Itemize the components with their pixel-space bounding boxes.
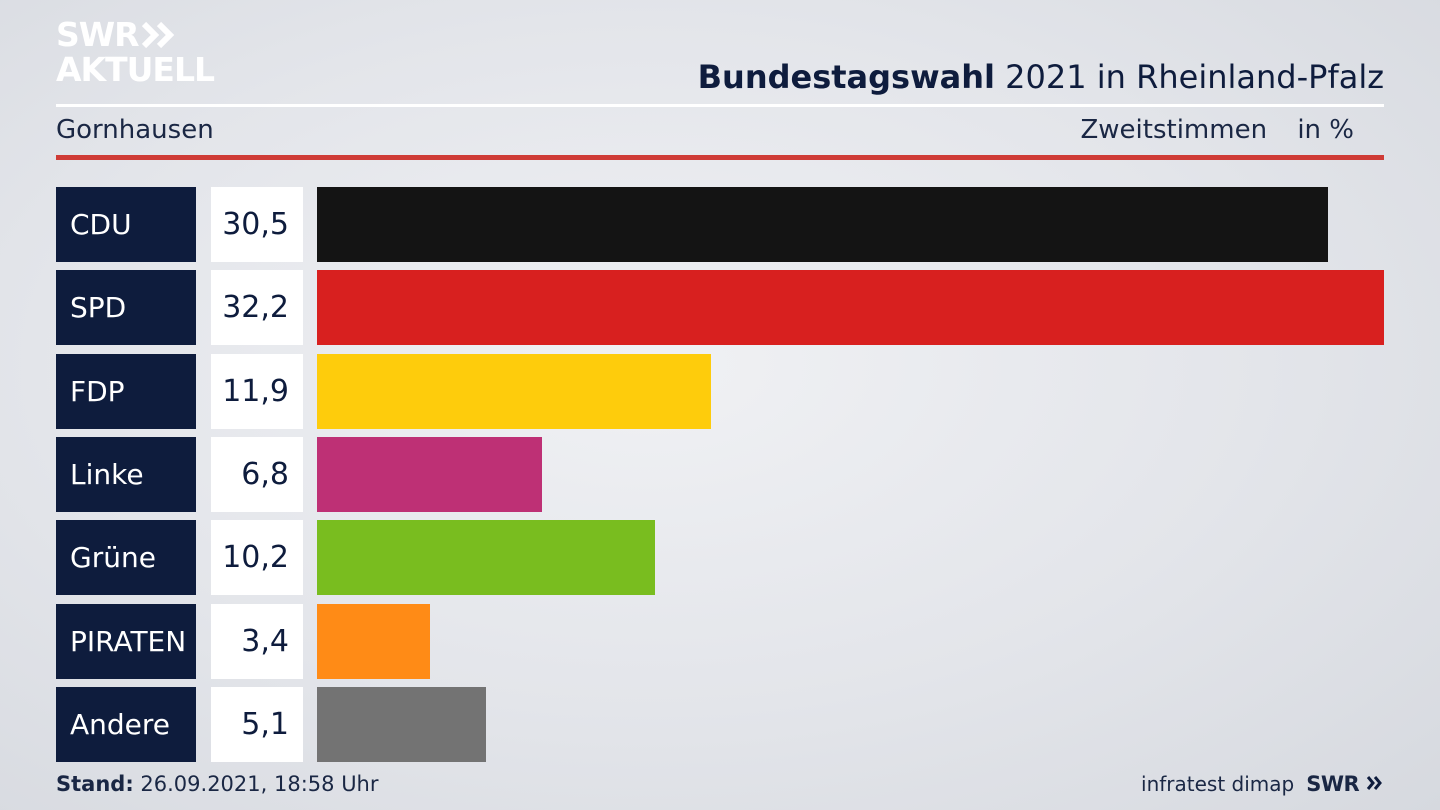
bar-row: Grüne 10,2 — [56, 520, 1384, 596]
value-label: 32,2 — [211, 270, 303, 346]
bar — [317, 436, 542, 512]
chart-title: Bundestagswahl 2021 in Rheinland-Pfalz — [698, 58, 1384, 96]
bar-row: Linke 6,8 — [56, 436, 1384, 512]
value-label: 3,4 — [211, 603, 303, 679]
bar-row: Andere 5,1 — [56, 686, 1384, 762]
header-divider — [56, 104, 1384, 107]
value-label: 11,9 — [211, 353, 303, 429]
bar — [317, 520, 655, 596]
swr-aktuell-logo: SWR AKTUELL — [56, 15, 215, 89]
bar-row: PIRATEN 3,4 — [56, 603, 1384, 679]
timestamp-value: 26.09.2021, 18:58 Uhr — [140, 772, 379, 796]
footer-brand-text: SWR — [1306, 772, 1360, 796]
source-name: infratest dimap — [1141, 772, 1295, 796]
bar — [317, 270, 1384, 346]
bar — [317, 353, 711, 429]
value-label: 10,2 — [211, 520, 303, 596]
source-credit: infratest dimap SWR — [1141, 772, 1384, 796]
value-label: 6,8 — [211, 436, 303, 512]
party-label: SPD — [56, 270, 196, 346]
value-label: 5,1 — [211, 686, 303, 762]
bar-row: FDP 11,9 — [56, 353, 1384, 429]
logo-line2: AKTUELL — [56, 50, 215, 89]
bar — [317, 187, 1328, 262]
value-label: 30,5 — [211, 187, 303, 262]
timestamp: Stand: 26.09.2021, 18:58 Uhr — [56, 772, 379, 796]
party-label: CDU — [56, 187, 196, 262]
bar-row: CDU 30,5 — [56, 187, 1384, 262]
timestamp-label: Stand: — [56, 772, 134, 796]
bar-row: SPD 32,2 — [56, 270, 1384, 346]
party-label: Linke — [56, 436, 196, 512]
party-label: PIRATEN — [56, 603, 196, 679]
metric-label: Zweitstimmen in % — [1080, 115, 1354, 145]
double-chevron-icon — [141, 21, 174, 48]
red-divider — [56, 155, 1384, 160]
logo-line1: SWR — [56, 15, 140, 54]
region-label: Gornhausen — [56, 115, 214, 145]
metric-name: Zweitstimmen — [1080, 115, 1268, 145]
double-chevron-icon — [1366, 776, 1382, 790]
bar — [317, 686, 486, 762]
metric-unit: in % — [1297, 115, 1354, 145]
chart-title-rest: 2021 in Rheinland-Pfalz — [1005, 58, 1384, 96]
bar — [317, 603, 430, 679]
chart-title-bold: Bundestagswahl — [697, 58, 995, 96]
party-label: Andere — [56, 686, 196, 762]
party-label: Grüne — [56, 520, 196, 596]
party-label: FDP — [56, 353, 196, 429]
footer-brand: SWR — [1306, 772, 1384, 796]
